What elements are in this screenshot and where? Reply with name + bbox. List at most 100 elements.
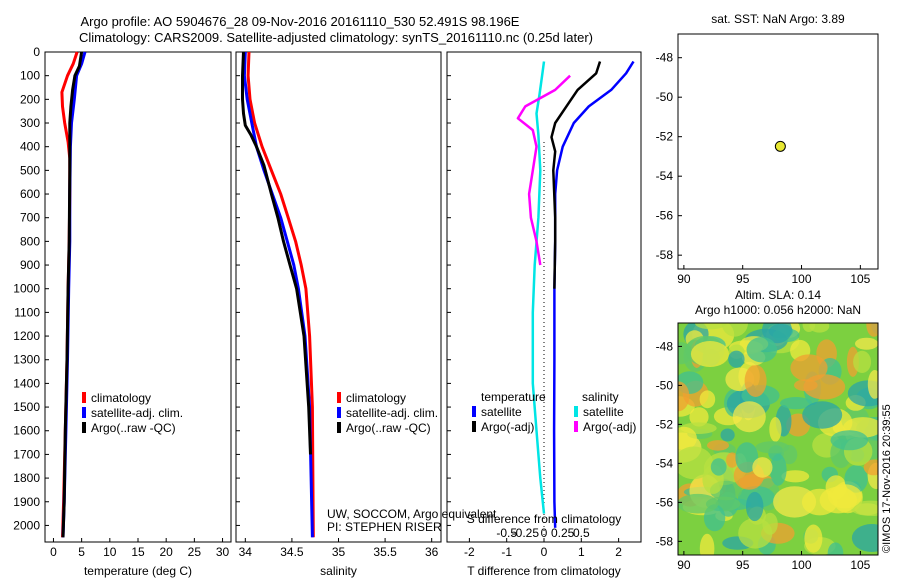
series-climatology <box>246 51 315 538</box>
s-axis-label: S difference from climatology <box>467 512 622 526</box>
y-tick-label: -52 <box>656 130 674 144</box>
heatmap-blob <box>678 446 714 480</box>
heatmap-blob <box>707 440 729 451</box>
x-tick-label: 2 <box>615 545 622 559</box>
y-tick-label: 900 <box>20 258 40 272</box>
heatmap-blob <box>762 323 792 344</box>
heatmap-blob <box>790 354 828 382</box>
legend-label: Argo(..raw -QC) <box>346 421 431 435</box>
watermark: ©IMOS 17-Nov-2016 20:39:55 <box>881 404 893 553</box>
legend-swatch <box>472 421 476 432</box>
heatmap-blob <box>830 430 869 451</box>
y-tick-label: 1700 <box>13 447 40 461</box>
x-axis-label: salinity <box>320 564 357 578</box>
x-tick-label: 0 <box>50 545 57 559</box>
temperature-panel: 0 5 10 15 20 25 300100200300400500600700800900… <box>13 45 232 578</box>
legend-label: Argo(-adj) <box>583 420 636 434</box>
heatmap-blob <box>746 491 764 522</box>
heatmap-blob <box>866 323 878 337</box>
x-tick-label: 0 <box>541 545 548 559</box>
heatmap-blob <box>853 350 872 373</box>
y-tick-label: 100 <box>20 69 40 83</box>
legend-swatch <box>337 407 341 418</box>
y-tick-label: -48 <box>656 51 674 65</box>
x-tick-label: 95 <box>736 558 750 572</box>
legend-title-salinity: salinity <box>582 390 619 404</box>
legend-swatch <box>337 422 341 433</box>
location-panel: sat. SST: NaN Argo: 3.89 90 95 100 105 -48 -50… <box>656 12 879 286</box>
float-position-marker <box>774 140 786 152</box>
legend-swatch <box>337 392 341 403</box>
series-argo <box>61 51 84 538</box>
heatmap-blob <box>770 453 787 486</box>
heatmap-blob <box>744 364 767 397</box>
legend-label: Argo(-adj) <box>481 420 534 434</box>
heatmap-blob <box>803 374 846 400</box>
heatmap-blob <box>755 441 790 454</box>
legend-swatch <box>574 406 578 417</box>
plot-frame <box>235 51 442 543</box>
y-tick-label: 1400 <box>13 376 40 390</box>
salinity-panel: 34 34.5 35 35.5 36 salinity climatologysatelli… <box>235 51 497 578</box>
series-diff-2 <box>531 61 546 514</box>
heatmap-blob <box>780 397 813 410</box>
x-tick-label: 95 <box>736 272 750 286</box>
header-line1: Argo profile: AO 5904676_28 09-Nov-2016 … <box>81 14 520 29</box>
header-line2: Climatology: CARS2009. Satellite-adjuste… <box>79 30 593 45</box>
x-tick-label: 5 <box>78 545 85 559</box>
x-tick-label: 100 <box>792 558 812 572</box>
series-diff-0 <box>552 60 635 528</box>
plot-frame <box>677 33 879 270</box>
heatmap-blob <box>678 381 690 412</box>
plot-frame <box>44 51 232 543</box>
heatmap-blob <box>851 524 878 552</box>
x-axis-label: temperature (deg C) <box>84 564 192 578</box>
x-tick-label: -2 <box>464 545 475 559</box>
x-tick-label: 90 <box>677 558 691 572</box>
heatmap-blob <box>738 517 773 549</box>
y-tick-label: 400 <box>20 140 40 154</box>
heatmap-blob <box>678 493 719 514</box>
credit-line1: UW, SOCCOM, Argo equivalent <box>327 507 497 521</box>
location-title: sat. SST: NaN Argo: 3.89 <box>711 12 845 26</box>
y-tick-label: 1000 <box>13 282 40 296</box>
x-tick-label: 35.5 <box>373 545 397 559</box>
heatmap-blob <box>802 401 843 429</box>
legend-swatch <box>82 392 86 403</box>
heatmap-blob <box>678 426 697 450</box>
x-tick-label: 20 <box>160 545 174 559</box>
series-diff-3 <box>516 74 571 266</box>
y-tick-label: -48 <box>656 339 674 353</box>
heatmap-blob <box>720 428 735 442</box>
x-tick-label: 36 <box>425 545 439 559</box>
s-tick-label: -0.5 <box>496 526 517 540</box>
sla-title-line2: Argo h1000: 0.056 h2000: NaN <box>695 303 861 317</box>
legend-label: climatology <box>91 391 151 405</box>
y-tick-label: 500 <box>20 163 40 177</box>
legend-label: satellite-adj. clim. <box>346 406 438 420</box>
heatmap-blob <box>746 337 778 363</box>
y-tick-label: -54 <box>656 169 674 183</box>
y-tick-label: 0 <box>33 45 40 59</box>
x-tick-label: 100 <box>792 272 812 286</box>
x-tick-label: 10 <box>103 545 117 559</box>
x-tick-label: 105 <box>850 272 870 286</box>
y-tick-label: 600 <box>20 187 40 201</box>
s-tick-label: 0.5 <box>573 526 590 540</box>
legend-label: satellite-adj. clim. <box>91 406 183 420</box>
heatmap-blob <box>689 407 709 427</box>
heatmap-blob <box>690 341 730 367</box>
heatmap-blob <box>802 323 816 332</box>
legend-label: climatology <box>346 391 406 405</box>
legend-title-temperature: temperature <box>481 390 546 404</box>
x-axis-label: T difference from climatology <box>467 564 621 578</box>
heatmap-blob <box>801 488 838 516</box>
heatmap-blob <box>735 442 759 473</box>
y-tick-label: -58 <box>656 248 674 262</box>
heatmap-blob <box>728 350 745 368</box>
heatmap-blob <box>699 390 716 409</box>
y-tick-label: 1200 <box>13 329 40 343</box>
y-tick-label: 1100 <box>14 305 40 319</box>
y-tick-label: -52 <box>656 417 674 431</box>
